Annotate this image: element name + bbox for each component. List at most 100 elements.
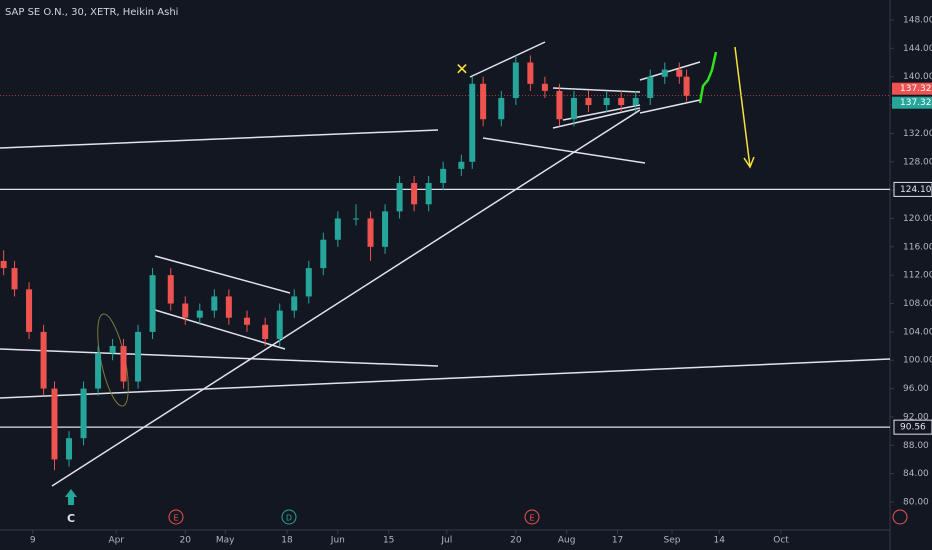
candle-body [556,90,563,120]
candle-body [683,76,690,96]
candle-body [647,76,654,98]
y-tick-label: 84.00 [903,469,929,479]
candle-body [458,161,465,169]
candle-body [262,324,269,339]
event-badge [524,509,540,525]
event-label: E [529,514,534,523]
candle-body [225,296,232,318]
arrow [734,46,751,168]
candle-body [320,239,327,269]
x-tick-label: Apr [108,536,124,546]
event-label: E [173,514,178,523]
up-arrow [65,489,77,505]
candle-body [367,218,374,247]
candle-body [618,97,625,106]
y-tick-label: 96.00 [903,384,929,394]
y-tick-label: 80.00 [903,498,929,508]
last-price-box [892,96,932,109]
candle-body [167,275,174,304]
y-tick-label: 100.00 [903,356,932,366]
candle-body [0,261,7,269]
candle-body [80,388,87,439]
candle-body [661,69,668,77]
projection [698,51,718,104]
arrow-head [743,156,755,169]
x-tick-label: 15 [383,536,394,546]
chart-title: SAP SE O.N., 30, XETR, Heikin Ashi [5,7,178,18]
event-badge [892,509,908,525]
candle-body [353,218,359,220]
x-tick-label: Aug [558,536,576,546]
price-box [893,181,932,197]
candle-body [396,183,403,212]
y-tick-label: 140.00 [903,72,932,82]
candle-body [26,289,33,332]
event-label: D [286,514,292,523]
candle-body [585,97,592,106]
last-price-box [892,82,932,95]
x-tick-label: 17 [612,536,623,546]
event-badge [168,509,184,525]
candle-body [11,268,18,290]
event-badge [281,509,297,525]
x-mark: ✕ [455,60,468,79]
candle-body [527,62,534,84]
x-tick-label: Oct [773,536,789,546]
candle-body [382,211,389,247]
y-tick-label: 148.00 [903,16,932,26]
price-box [893,419,932,435]
candle-body [40,331,47,389]
y-tick-label: 116.00 [903,242,932,252]
last-price-label: 137.32 [900,84,932,94]
y-tick-label: 120.00 [903,214,932,224]
candle-body [66,438,73,460]
candle-body [469,83,476,162]
x-tick-label: May [216,536,235,546]
candle-body [676,69,683,77]
x-tick-label: 9 [30,536,36,546]
candle-body [603,97,610,106]
candle-body [135,331,142,382]
candle-body [334,218,341,240]
candle-body [276,310,283,339]
candle-body [498,97,505,120]
candle-body [480,83,487,120]
candle-body [109,346,116,354]
candle-body [541,83,548,91]
x-tick-label: 20 [510,536,522,546]
y-tick-label: 104.00 [903,327,932,337]
candle-body [211,296,218,311]
y-tick-label: 144.00 [903,44,932,54]
x-tick-label: 20 [180,536,192,546]
marker-label: C [67,512,75,525]
x-tick-label: Jul [440,536,452,546]
candle-body [411,183,418,205]
y-tick-label: 132.00 [903,129,932,139]
candle-body [570,97,577,120]
last-price-label: 137.32 [900,98,932,108]
y-tick-label: 92.00 [903,412,929,422]
candle-body [244,317,251,325]
y-tick-label: 108.00 [903,299,932,309]
y-tick-label: 112.00 [903,271,932,281]
candle-body [305,268,312,297]
candle-body [512,62,519,98]
price-label: 124.10 [900,185,932,195]
candle-body [440,168,447,184]
y-tick-label: 88.00 [903,441,929,451]
candle-body [425,183,432,205]
candle-body [632,97,639,106]
y-tick-label: 128.00 [903,157,932,167]
candle-body [120,346,127,382]
x-tick-label: Jun [330,536,345,546]
trend-lines [0,41,891,487]
candle-body [51,388,58,460]
candle-body [149,275,156,332]
x-tick-label: 14 [714,536,726,546]
price-label: 90.56 [900,423,926,433]
x-tick-label: Sep [664,536,681,546]
candle-body [291,296,298,311]
candle-body [95,353,102,389]
